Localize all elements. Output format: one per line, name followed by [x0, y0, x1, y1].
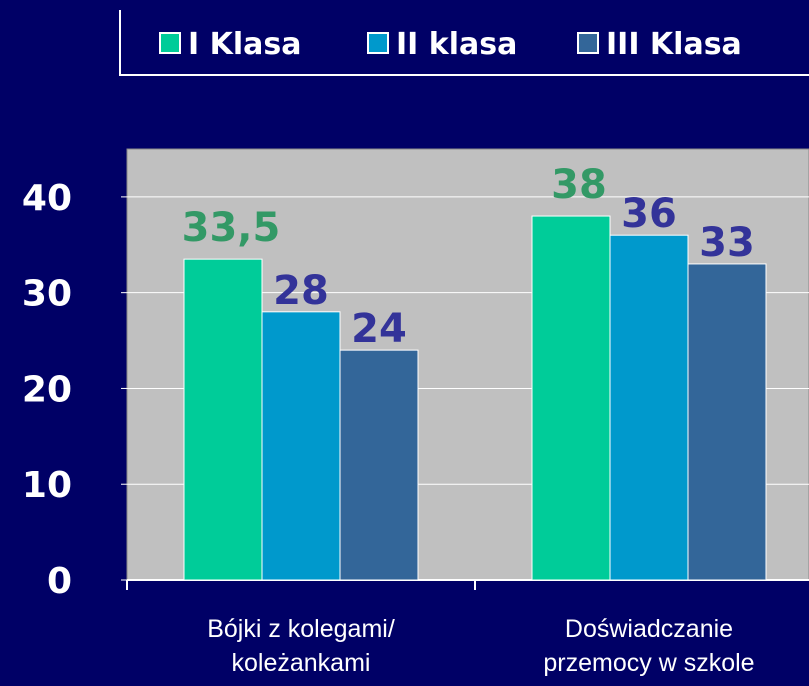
bar	[339, 349, 419, 581]
data-label: 36	[621, 191, 677, 237]
bar	[609, 234, 689, 581]
legend-label: II klasa	[396, 27, 517, 62]
x-tick-label: Bójki z kolegami/ koleżankami	[207, 615, 395, 677]
legend-swatch	[367, 32, 389, 54]
y-tick-label: 10	[22, 465, 72, 506]
x-tick-label: Doświadczanie przemocy w szkole	[543, 615, 755, 677]
bar	[531, 215, 611, 581]
y-tick-label: 30	[22, 274, 72, 315]
data-label: 33	[699, 220, 755, 266]
legend-swatch	[159, 32, 181, 54]
y-tick-label: 0	[47, 561, 72, 602]
legend-label: III Klasa	[606, 27, 742, 62]
data-label: 28	[273, 268, 329, 314]
legend-label: I Klasa	[188, 27, 301, 62]
y-tick-label: 40	[22, 178, 72, 219]
data-label: 24	[351, 306, 407, 352]
data-label: 33,5	[182, 205, 281, 251]
data-label: 38	[551, 162, 607, 208]
y-tick-label: 20	[22, 369, 72, 410]
legend-swatch	[577, 32, 599, 54]
bar	[183, 258, 263, 581]
bar	[261, 311, 341, 581]
legend-frame	[119, 10, 809, 76]
bar	[687, 263, 767, 581]
